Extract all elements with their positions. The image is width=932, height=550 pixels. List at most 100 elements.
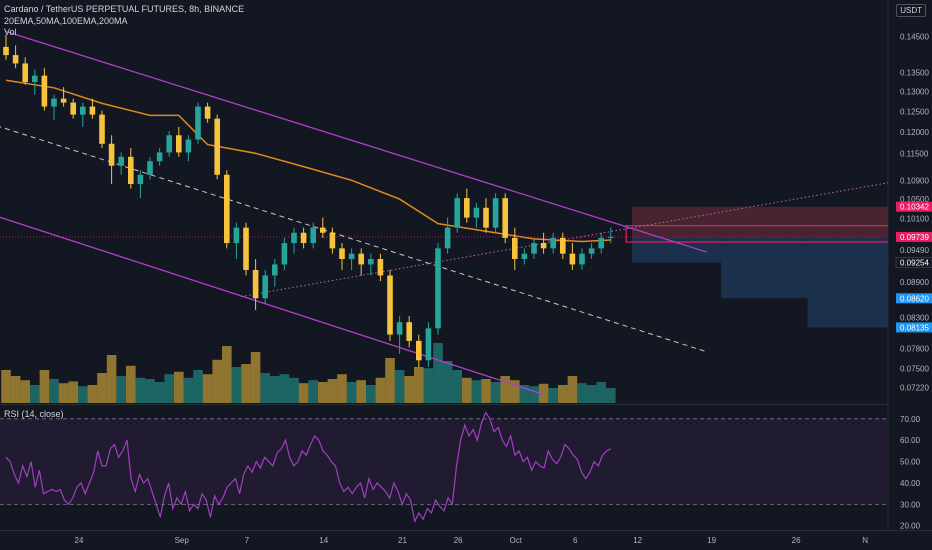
rsi-line[interactable]: [5, 411, 612, 524]
candle[interactable]: [531, 237, 537, 260]
candle[interactable]: [608, 227, 614, 244]
candle[interactable]: [214, 114, 220, 180]
candle[interactable]: [3, 34, 9, 60]
price-tick-label: 0.07220: [900, 383, 929, 392]
time-tick-label: N: [862, 536, 868, 545]
candle[interactable]: [233, 222, 240, 260]
candle[interactable]: [387, 269, 393, 341]
volume-bar: [375, 377, 386, 403]
candle[interactable]: [348, 248, 355, 270]
candle[interactable]: [118, 152, 124, 175]
candle[interactable]: [540, 232, 547, 254]
volume-bar: [442, 361, 453, 403]
volume-bar: [462, 377, 472, 403]
candle[interactable]: [41, 68, 48, 111]
candle[interactable]: [377, 253, 384, 282]
candle[interactable]: [598, 232, 604, 254]
currency-button[interactable]: USDT: [896, 4, 926, 17]
candle[interactable]: [32, 69, 38, 95]
candle[interactable]: [483, 198, 489, 233]
time-tick-label: 26: [454, 536, 463, 545]
candle[interactable]: [89, 98, 96, 119]
candle[interactable]: [166, 131, 172, 157]
candle[interactable]: [521, 248, 528, 265]
candle[interactable]: [195, 102, 201, 144]
channel-lower-line[interactable]: [0, 216, 544, 396]
candle[interactable]: [444, 217, 451, 254]
candle[interactable]: [320, 217, 326, 238]
candle[interactable]: [156, 148, 163, 166]
candle[interactable]: [185, 135, 192, 162]
volume-bar: [183, 377, 194, 403]
volume-legend[interactable]: Vol: [4, 27, 17, 37]
volume-bar: [250, 352, 261, 403]
candle[interactable]: [368, 253, 374, 276]
volume-bar: [308, 380, 318, 403]
candle[interactable]: [70, 98, 76, 119]
candle[interactable]: [12, 45, 19, 69]
candle[interactable]: [108, 135, 115, 184]
svg-text:0.10342: 0.10342: [900, 203, 929, 212]
candle[interactable]: [310, 222, 316, 249]
stop-zone[interactable]: [721, 206, 808, 237]
candle[interactable]: [512, 227, 518, 270]
candle[interactable]: [464, 188, 470, 223]
candle[interactable]: [80, 102, 86, 127]
candle[interactable]: [550, 232, 556, 254]
candle[interactable]: [454, 193, 460, 233]
candle[interactable]: [473, 202, 480, 228]
target-zone[interactable]: [807, 236, 892, 328]
candle[interactable]: [147, 156, 153, 180]
volume-bar: [58, 383, 69, 403]
candle[interactable]: [329, 227, 336, 254]
volume-bar: [212, 359, 222, 403]
candle[interactable]: [224, 170, 230, 249]
candle[interactable]: [416, 334, 422, 367]
candle[interactable]: [396, 316, 403, 354]
channel-median-line[interactable]: [0, 126, 707, 353]
candle[interactable]: [291, 227, 297, 254]
candle[interactable]: [243, 222, 249, 276]
candle[interactable]: [281, 237, 288, 270]
candle[interactable]: [425, 322, 432, 367]
volume-bar: [577, 383, 587, 403]
ma-line[interactable]: [5, 79, 611, 243]
target-zone[interactable]: [631, 236, 722, 263]
entry-box[interactable]: [625, 225, 891, 243]
candle[interactable]: [204, 102, 211, 123]
candle[interactable]: [128, 148, 134, 189]
candle[interactable]: [252, 259, 259, 311]
candle[interactable]: [569, 243, 576, 270]
channel-upper-line[interactable]: [5, 30, 707, 253]
volume-bar: [1, 370, 11, 403]
candle[interactable]: [435, 243, 441, 335]
candle[interactable]: [51, 94, 57, 121]
indicators-legend[interactable]: 20EMA,50MA,100EMA,200MA: [4, 16, 128, 26]
candle[interactable]: [300, 227, 307, 249]
candle[interactable]: [492, 193, 499, 233]
stop-zone[interactable]: [631, 206, 722, 237]
candle[interactable]: [358, 248, 364, 276]
candle[interactable]: [137, 170, 144, 199]
candle[interactable]: [339, 243, 345, 270]
candle[interactable]: [60, 87, 67, 107]
candle[interactable]: [579, 248, 585, 270]
candle[interactable]: [99, 110, 105, 149]
candle[interactable]: [262, 269, 268, 305]
candle[interactable]: [272, 259, 278, 287]
time-tick-label: 24: [75, 536, 84, 545]
rsi-legend[interactable]: RSI (14, close): [4, 409, 64, 419]
candle[interactable]: [560, 232, 566, 260]
stop-zone[interactable]: [807, 206, 892, 237]
price-tick-label: 0.13000: [900, 88, 929, 97]
price-tick-label: 0.12500: [900, 107, 929, 116]
candle[interactable]: [406, 316, 412, 348]
candle[interactable]: [502, 193, 508, 244]
target-zone[interactable]: [721, 236, 808, 299]
candle[interactable]: [176, 126, 182, 157]
candle[interactable]: [588, 243, 595, 260]
symbol-legend[interactable]: Cardano / TetherUS PERPETUAL FUTURES, 8h…: [4, 4, 245, 14]
candle[interactable]: [22, 57, 28, 85]
